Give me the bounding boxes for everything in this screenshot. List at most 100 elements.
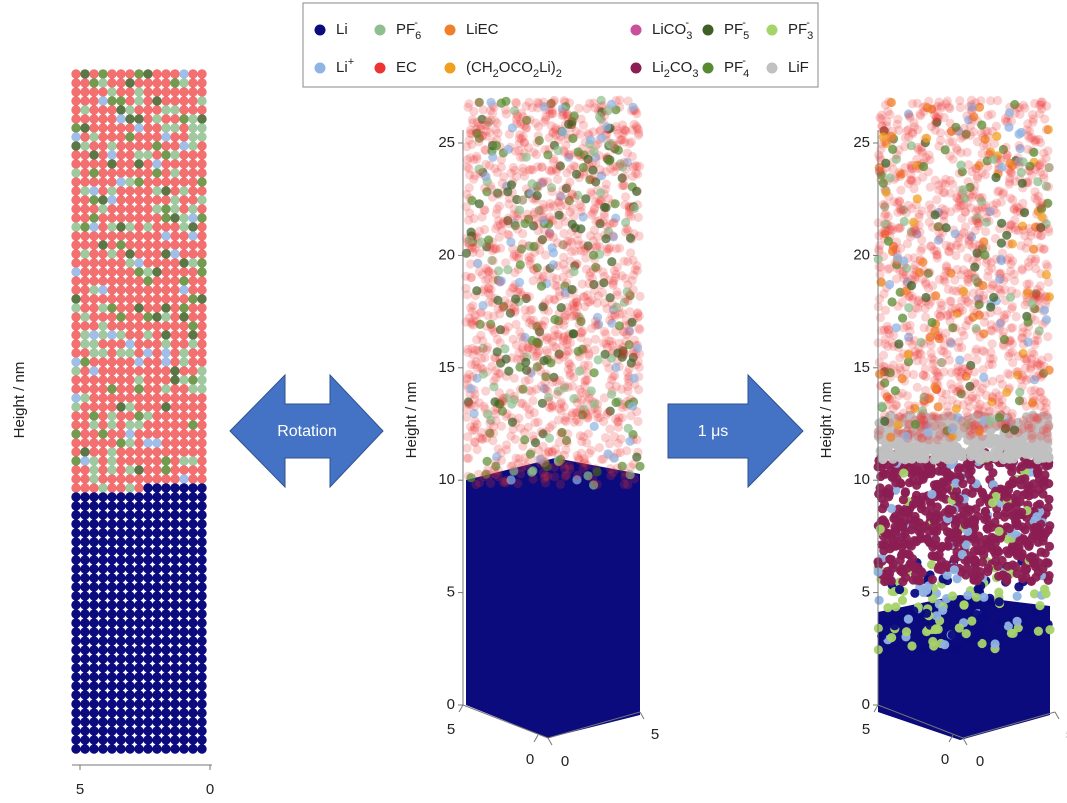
particle [71,510,80,519]
particle [564,150,573,159]
particle [107,474,116,483]
particle [143,312,152,321]
particle [98,546,107,555]
particle [134,555,143,564]
particle [584,351,593,360]
particle [89,717,98,726]
particle [521,358,530,367]
particle [98,375,107,384]
particle [125,78,134,87]
particle [134,465,143,474]
particle [116,78,125,87]
particle [125,474,134,483]
particle [161,150,170,159]
particle [529,242,538,251]
particle [179,96,188,105]
particle [143,222,152,231]
particle [188,546,197,555]
particle [161,447,170,456]
particle [927,500,936,509]
particle [107,609,116,618]
particle [197,519,206,528]
particle [107,717,116,726]
particle [188,420,197,429]
particle [634,357,643,366]
particle [179,303,188,312]
particle [466,273,475,282]
particle [607,390,616,399]
particle [143,177,152,186]
particle [161,402,170,411]
particle [107,672,116,681]
particle [152,231,161,240]
particle [125,195,134,204]
particle [98,465,107,474]
particle [152,582,161,591]
particle [89,78,98,87]
particle [152,465,161,474]
particle [197,663,206,672]
particle [107,339,116,348]
particle [98,267,107,276]
particle [89,510,98,519]
particle [170,294,179,303]
particle [152,699,161,708]
particle [611,312,620,321]
particle [134,411,143,420]
particle [116,177,125,186]
particle [80,69,89,78]
particle [884,484,893,493]
particle [80,267,89,276]
particle [551,343,560,352]
particle [991,639,1000,648]
particle [143,510,152,519]
particle [125,465,134,474]
particle [197,564,206,573]
particle [170,249,179,258]
particle [489,276,498,285]
particle [161,330,170,339]
particle [125,726,134,735]
particle [125,177,134,186]
particle [98,717,107,726]
particle [71,465,80,474]
particle [621,321,630,330]
particle [188,357,197,366]
particle [988,339,997,348]
particle [170,69,179,78]
particle [71,348,80,357]
particle [1010,276,1019,285]
particle [107,87,116,96]
particle [188,375,197,384]
particle [462,373,471,382]
particle [107,384,116,393]
particle [599,267,608,276]
particle [107,645,116,654]
particle [628,349,637,358]
particle [98,735,107,744]
particle [116,330,125,339]
particle [134,609,143,618]
particle [573,236,582,245]
particle [80,132,89,141]
particles [71,69,1054,753]
particle [161,564,170,573]
particle [134,546,143,555]
particle [71,267,80,276]
particle [134,582,143,591]
particle [530,265,539,274]
particle [538,178,547,187]
particle [901,528,910,537]
particle [107,690,116,699]
particle [152,609,161,618]
particle [179,573,188,582]
particle [125,627,134,636]
particle [116,267,125,276]
particle [152,69,161,78]
particle [98,258,107,267]
particle [71,186,80,195]
particle [161,105,170,114]
particle [125,402,134,411]
particle [116,636,125,645]
particle [134,438,143,447]
